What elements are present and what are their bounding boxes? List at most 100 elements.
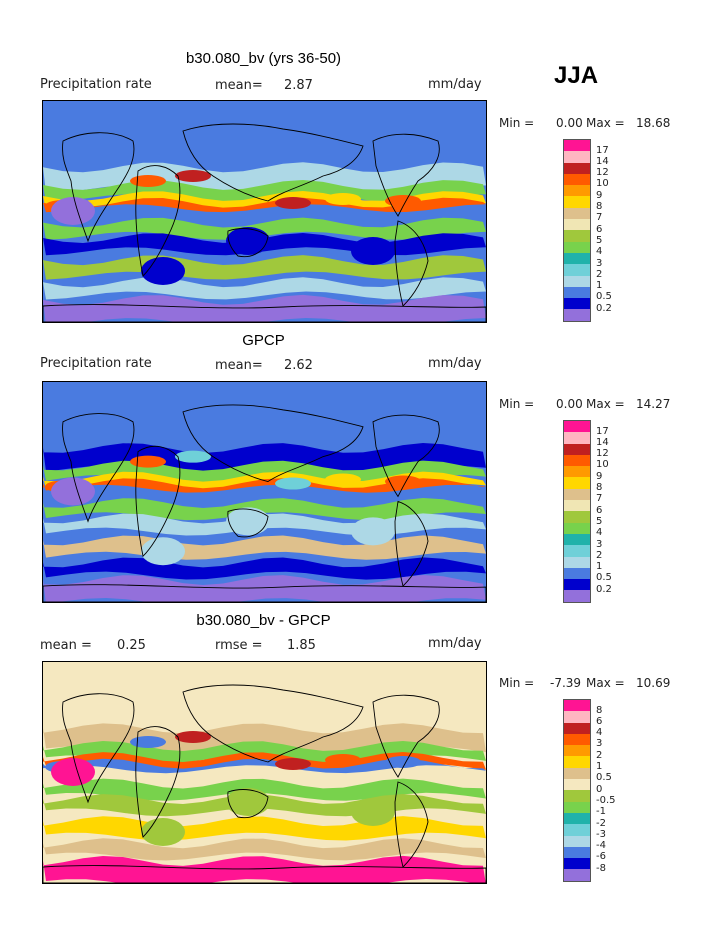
precip-contour-band xyxy=(43,197,486,213)
panel2-mean-label: mean= xyxy=(215,358,263,373)
panel3-units: mm/day xyxy=(428,636,482,651)
colorbar-tick-label: 4 xyxy=(596,527,603,539)
precip-contour-band xyxy=(43,838,486,861)
panel2-min-label: Min = xyxy=(499,397,535,411)
panel1-colorbar-labels: 17 14 12 10 9 8 7 6 5 4 3 2 1 0.5 0.2 xyxy=(596,139,612,314)
panel2-map xyxy=(42,381,487,603)
colorbar-tick-label: 3 xyxy=(596,257,603,269)
panel1-min-label: Min = xyxy=(499,116,535,130)
colorbar-swatch xyxy=(564,545,590,557)
colorbar-swatch xyxy=(564,858,590,870)
precip-hotspot xyxy=(275,477,311,490)
colorbar-tick-label: 4 xyxy=(596,246,603,258)
colorbar-swatch xyxy=(564,756,590,768)
colorbar-tick-label: -3 xyxy=(596,828,606,840)
panel1-title: b30.080_bv (yrs 36-50) xyxy=(185,50,342,67)
precip-contour-band xyxy=(43,778,486,801)
colorbar-swatch xyxy=(564,196,590,208)
colorbar-swatch xyxy=(564,579,590,591)
panel2-colorbar xyxy=(563,420,591,603)
precip-dry-region xyxy=(351,798,395,826)
colorbar-tick-label: 14 xyxy=(596,155,609,167)
colorbar-swatch xyxy=(564,711,590,723)
coastline xyxy=(135,726,181,838)
precip-dry-region xyxy=(226,507,270,536)
coastline xyxy=(372,694,440,778)
precip-dry-region xyxy=(351,237,395,265)
coastline xyxy=(62,693,135,804)
colorbar-swatch xyxy=(564,298,590,310)
colorbar-tick-label: -2 xyxy=(596,817,606,829)
precip-hotspot xyxy=(175,450,211,463)
colorbar-tick-label: 17 xyxy=(596,425,609,437)
panel3-rmse-value: 1.85 xyxy=(287,638,316,653)
panel2-mean-value: 2.62 xyxy=(284,358,313,373)
precip-contour-band xyxy=(43,575,486,602)
colorbar-swatch xyxy=(564,432,590,444)
precip-dry-region xyxy=(141,537,185,566)
colorbar-tick-label: 6 xyxy=(596,504,603,516)
colorbar-tick-label: 9 xyxy=(596,189,603,201)
panel3-max-label: Max = xyxy=(586,676,625,690)
panel3-min-value: -7.39 xyxy=(550,676,582,690)
panel1-map xyxy=(42,100,487,323)
colorbar-tick-label: -6 xyxy=(596,851,606,863)
colorbar-tick-label: 10 xyxy=(596,459,609,471)
colorbar-tick-label: 0.2 xyxy=(596,302,612,314)
panel2-units: mm/day xyxy=(428,356,482,371)
precip-contour-band xyxy=(43,855,486,883)
colorbar-tick-label: 3 xyxy=(596,738,603,750)
colorbar-swatch xyxy=(564,767,590,780)
colorbar-tick-label: 6 xyxy=(596,223,603,235)
colorbar-tick-label: 4 xyxy=(596,727,603,739)
colorbar-tick-label: -8 xyxy=(596,862,606,874)
precip-hotspot xyxy=(385,756,421,768)
precip-hotspot xyxy=(175,731,211,743)
coastline xyxy=(394,220,429,307)
panel3-rmse-label: rmse = xyxy=(215,638,263,653)
colorbar-swatch xyxy=(564,162,590,174)
panel3-min-label: Min = xyxy=(499,676,535,690)
colorbar-swatch xyxy=(564,466,590,478)
colorbar-swatch xyxy=(564,151,590,163)
coastline xyxy=(372,414,440,498)
panel1-min-value: 0.00 xyxy=(556,116,583,130)
precip-hotspot xyxy=(275,758,311,770)
colorbar-tick-label: 0 xyxy=(596,783,603,795)
panel2-left-label: Precipitation rate xyxy=(40,356,152,371)
colorbar-swatch xyxy=(564,556,590,568)
colorbar-tick-label: 12 xyxy=(596,448,609,460)
colorbar-swatch xyxy=(564,846,590,859)
precip-contour-band xyxy=(43,217,486,240)
colorbar-swatch xyxy=(564,779,590,791)
colorbar-swatch xyxy=(564,421,590,433)
coastline xyxy=(372,133,440,217)
coastline xyxy=(182,123,364,202)
colorbar-tick-label: 5 xyxy=(596,234,603,246)
coastline xyxy=(62,132,135,243)
colorbar-swatch xyxy=(564,590,590,602)
colorbar-swatch xyxy=(564,207,590,220)
colorbar-swatch xyxy=(564,443,590,455)
colorbar-tick-label: 2 xyxy=(596,749,603,761)
colorbar-swatch xyxy=(564,185,590,197)
colorbar-swatch xyxy=(564,824,590,836)
precip-dry-region xyxy=(226,788,270,816)
colorbar-tick-label: 12 xyxy=(596,167,609,179)
colorbar-swatch xyxy=(564,835,590,847)
colorbar-swatch xyxy=(564,140,590,152)
panel1-max-value: 18.68 xyxy=(636,116,671,130)
precip-hotspot xyxy=(130,736,166,748)
panel2-max-value: 14.27 xyxy=(636,397,671,411)
colorbar-swatch xyxy=(564,286,590,299)
season-label: JJA xyxy=(554,62,599,89)
colorbar-swatch xyxy=(564,722,590,734)
colorbar-swatch xyxy=(564,567,590,580)
coastline xyxy=(43,304,486,322)
colorbar-swatch xyxy=(564,869,590,881)
coastline xyxy=(182,404,364,483)
coastline xyxy=(394,500,429,587)
panel1-max-label: Max = xyxy=(586,116,625,130)
precip-dry-region xyxy=(351,517,395,546)
precip-dry-region xyxy=(226,227,270,255)
